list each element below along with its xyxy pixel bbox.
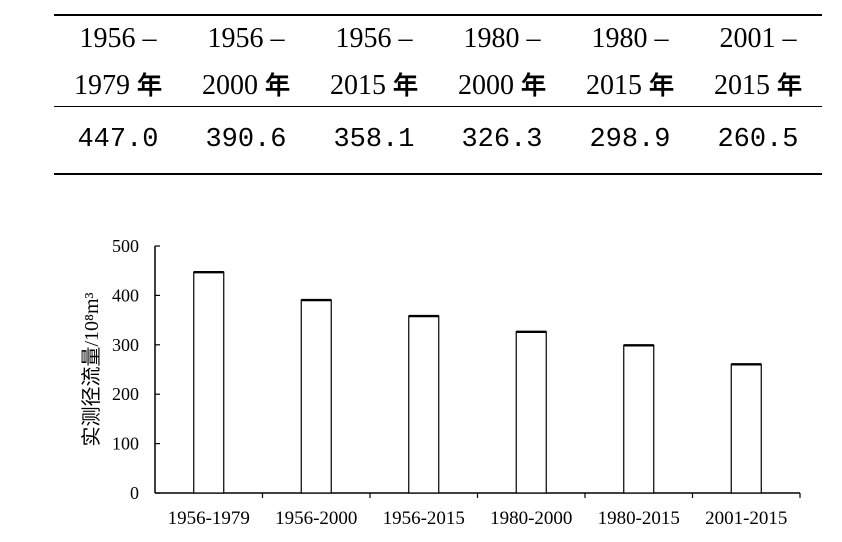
header-year: 2000 [457, 70, 514, 101]
value-cell: 298.9 [566, 106, 694, 175]
y-tick-label: 500 [112, 236, 139, 256]
header-cell-line1: 1956 – [54, 14, 182, 62]
header-cell-line2: 2015 年 [694, 62, 822, 107]
header-year-suffix: 年 [648, 71, 674, 100]
bar [623, 344, 655, 494]
header-cell-line2: 1979 年 [54, 62, 182, 107]
header-cell-line1: 1980 – [438, 14, 566, 62]
value-cell: 358.1 [310, 106, 438, 175]
bar [408, 315, 440, 494]
y-tick-label: 400 [112, 285, 139, 305]
header-year: 2015 [329, 70, 386, 101]
y-tick-label: 300 [112, 335, 139, 355]
bar [515, 331, 547, 494]
header-row-1: 1956 – 1956 – 1956 – 1980 – 1980 – 2001 … [54, 14, 822, 62]
header-year: 1979 [73, 70, 130, 101]
header-cell-line2: 2000 年 [438, 62, 566, 107]
x-tick-label: 1980-2015 [598, 508, 680, 529]
y-axis-label: 实测径流量/10⁸m³ [80, 292, 103, 446]
data-table-container: 1956 – 1956 – 1956 – 1980 – 1980 – 2001 … [54, 14, 822, 175]
y-tick-label: 0 [130, 483, 139, 503]
header-year: 2000 [201, 70, 258, 101]
x-tick-label: 1956-1979 [168, 508, 250, 529]
value-cell: 447.0 [54, 106, 182, 175]
x-tick-label: 1956-2015 [383, 508, 465, 529]
bar [193, 271, 225, 494]
header-cell-line2: 2000 年 [182, 62, 310, 107]
value-row: 447.0 390.6 358.1 326.3 298.9 260.5 [54, 106, 822, 175]
header-year-suffix: 年 [392, 71, 418, 100]
y-tick-label: 200 [112, 384, 139, 404]
header-year-suffix: 年 [136, 71, 162, 100]
header-year: 2015 [713, 70, 770, 101]
x-tick-label: 2001-2015 [705, 508, 787, 529]
header-cell-line2: 2015 年 [310, 62, 438, 107]
x-tick-label: 1956-2000 [275, 508, 357, 529]
chart-container: 0 100 200 300 400 500 1956-1979 1956-2000 1956-2… [0, 225, 842, 537]
runoff-table: 1956 – 1956 – 1956 – 1980 – 1980 – 2001 … [54, 14, 822, 175]
header-cell-line1: 1956 – [182, 14, 310, 62]
header-cell-line2: 2015 年 [566, 62, 694, 107]
header-year-suffix: 年 [264, 71, 290, 100]
value-cell: 326.3 [438, 106, 566, 175]
bar [730, 363, 762, 494]
header-year-suffix: 年 [776, 71, 802, 100]
header-year-suffix: 年 [520, 71, 546, 100]
bar [300, 299, 332, 494]
x-tick-label: 1980-2000 [490, 508, 572, 529]
header-cell-line1: 1956 – [310, 14, 438, 62]
y-tick-label: 100 [112, 434, 139, 454]
value-cell: 390.6 [182, 106, 310, 175]
header-row-2: 1979 年 2000 年 2015 年 2000 年 2015 年 2015 … [54, 62, 822, 107]
value-cell: 260.5 [694, 106, 822, 175]
header-cell-line1: 2001 – [694, 14, 822, 62]
header-cell-line1: 1980 – [566, 14, 694, 62]
header-year: 2015 [585, 70, 642, 101]
runoff-bar-chart: 0 100 200 300 400 500 1956-1979 1956-2000 1956-2… [80, 236, 801, 529]
